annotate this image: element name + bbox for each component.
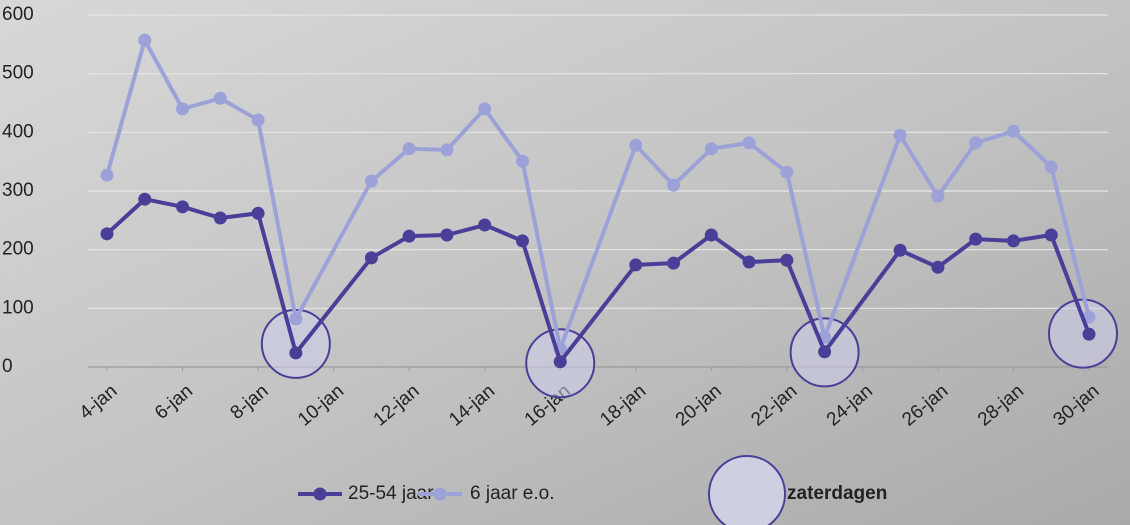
data-point [931, 190, 944, 203]
data-point [743, 255, 756, 268]
data-point [1045, 160, 1058, 173]
data-point [705, 229, 718, 242]
data-point [403, 230, 416, 243]
data-point [743, 136, 756, 149]
background [0, 0, 1130, 525]
data-point [705, 142, 718, 155]
data-point [214, 92, 227, 105]
data-point [289, 312, 302, 325]
data-point [365, 251, 378, 264]
data-point [1083, 328, 1096, 341]
data-point [894, 129, 907, 142]
data-point [101, 169, 114, 182]
data-point [365, 175, 378, 188]
y-tick-label: 400 [2, 121, 34, 142]
y-tick-label: 200 [2, 239, 34, 260]
data-point [516, 234, 529, 247]
data-point [1007, 125, 1020, 138]
data-point [289, 346, 302, 359]
y-tick-label: 600 [2, 4, 34, 25]
data-point [629, 258, 642, 271]
data-point [214, 211, 227, 224]
legend-label: 6 jaar e.o. [470, 483, 555, 504]
data-point [176, 200, 189, 213]
data-point [894, 244, 907, 257]
legend-marker [434, 488, 447, 501]
data-point [101, 227, 114, 240]
data-point [252, 207, 265, 220]
data-point [554, 355, 567, 368]
data-point [629, 139, 642, 152]
data-point [138, 34, 151, 47]
data-point [667, 257, 680, 270]
data-point [478, 219, 491, 232]
data-point [818, 345, 831, 358]
data-point [252, 114, 265, 127]
y-tick-label: 500 [2, 63, 34, 84]
data-point [176, 102, 189, 115]
y-tick-label: 100 [2, 297, 34, 318]
data-point [969, 136, 982, 149]
data-point [138, 193, 151, 206]
data-point [440, 143, 453, 156]
y-tick-label: 0 [2, 356, 13, 377]
data-point [667, 179, 680, 192]
data-point [440, 229, 453, 242]
legend-label: zaterdagen [787, 483, 887, 504]
data-point [1045, 229, 1058, 242]
y-tick-label: 300 [2, 180, 34, 201]
chart: 01002003004005006004-jan6-jan8-jan10-jan… [0, 0, 1130, 525]
data-point [1007, 234, 1020, 247]
data-point [516, 155, 529, 168]
data-point [969, 233, 982, 246]
data-point [478, 102, 491, 115]
legend-marker [314, 488, 327, 501]
data-point [931, 261, 944, 274]
data-point [780, 166, 793, 179]
data-point [780, 254, 793, 267]
data-point [403, 142, 416, 155]
legend-highlight [709, 456, 785, 525]
